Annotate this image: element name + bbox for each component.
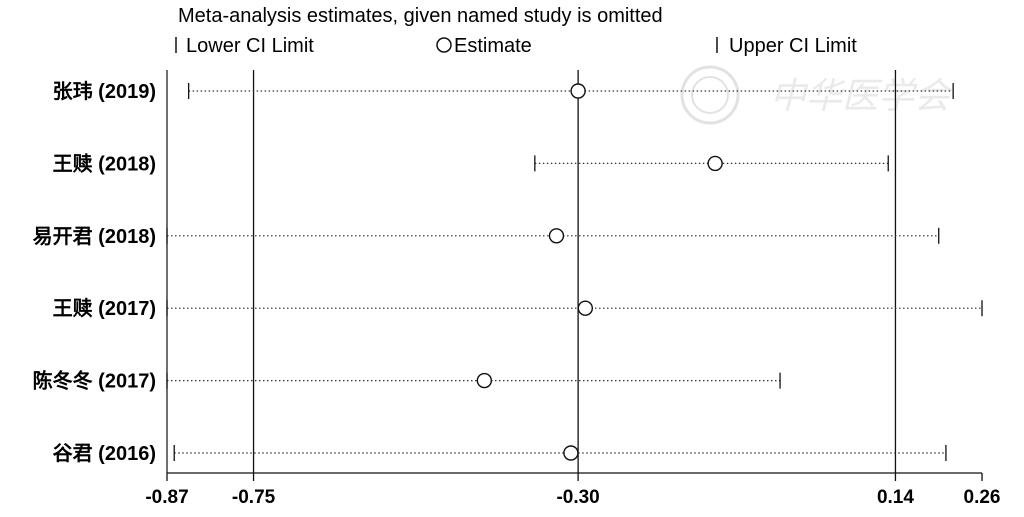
estimate-marker: [563, 445, 579, 461]
x-tick-label: -0.30: [556, 487, 599, 508]
study-row: 王赎 (2018): [53, 151, 889, 175]
watermark-text: 中华医学会: [770, 76, 954, 117]
study-label: 陈冬冬 (2017): [33, 369, 156, 393]
legend-estimate-symbol: [436, 37, 452, 53]
estimate-marker: [548, 228, 565, 244]
study-label: 王赎 (2018): [53, 151, 156, 175]
study-row: 易开君 (2018): [33, 225, 940, 248]
x-axis: -0.87 -0.75 -0.30 0.14 0.26: [145, 472, 1001, 508]
study-row: 王赎 (2017): [53, 296, 983, 320]
study-label: 谷君 (2016): [53, 442, 156, 465]
estimate-marker: [476, 372, 493, 389]
x-tick-label: -0.75: [232, 487, 276, 508]
legend-lower-label: Lower CI Limit: [186, 35, 314, 57]
study-rows: 张玮 (2019) 王赎 (2018) 易开君 (2018) 王赎 (2017) 陈冬冬…: [33, 79, 983, 465]
study-row: 陈冬冬 (2017): [33, 369, 781, 393]
chart-title: Meta-analysis estimates, given named stu…: [178, 5, 663, 27]
x-tick-label: -0.87: [145, 487, 188, 508]
study-label: 张玮 (2019): [53, 79, 156, 103]
study-row: 张玮 (2019): [53, 79, 954, 103]
study-row: 谷君 (2016): [53, 442, 947, 465]
study-label: 易开君 (2018): [33, 225, 156, 248]
study-label: 王赎 (2017): [53, 296, 156, 320]
x-tick-label: 0.26: [964, 487, 1001, 508]
reference-lines: [252, 70, 897, 473]
estimate-marker: [707, 155, 723, 172]
legend: Lower CI Limit Estimate Upper CI Limit: [175, 35, 857, 57]
legend-upper-label: Upper CI Limit: [729, 35, 857, 57]
x-tick-label: 0.14: [877, 487, 914, 508]
estimate-marker: [570, 83, 586, 99]
estimate-marker: [577, 300, 594, 316]
legend-estimate-label: Estimate: [454, 35, 532, 57]
watermark: 中华医学会: [680, 65, 954, 125]
